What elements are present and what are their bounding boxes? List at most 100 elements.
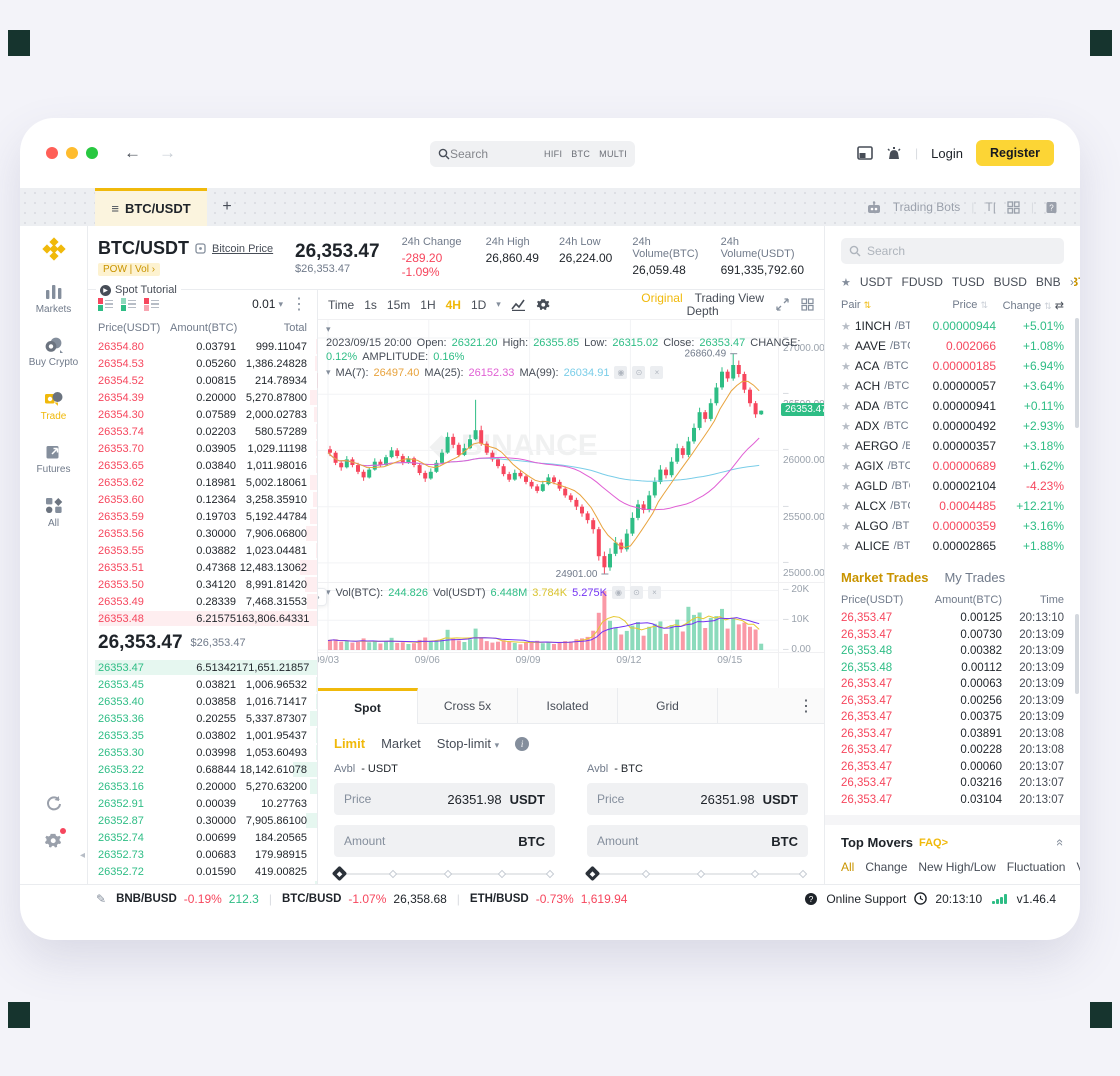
pair-row-aca[interactable]: ★ ACA/BTC 0.00000185 +6.94% bbox=[841, 359, 1064, 373]
info-icon[interactable]: i bbox=[515, 736, 530, 751]
chevron-down-icon[interactable]: ▾ bbox=[326, 367, 331, 377]
interval-4h[interactable]: 4H bbox=[445, 297, 461, 312]
orderbook-row[interactable]: 26353.30 0.03998 1,053.60493 bbox=[88, 744, 317, 761]
pair-row-agld[interactable]: ★AGLD/BTC3x0.00002104-4.23% bbox=[841, 479, 1064, 493]
precision-select[interactable]: 0.01 ▾ bbox=[252, 297, 283, 311]
ma-settings-icon[interactable]: ⊙ bbox=[632, 366, 646, 379]
orderbook-row[interactable]: 26352.570.060001,581.15620 bbox=[88, 880, 317, 884]
quote-tab-busd[interactable]: BUSD bbox=[993, 275, 1027, 289]
sidebar-item-all[interactable]: All bbox=[29, 497, 78, 529]
sell-price-field[interactable]: Price 26351.98 USDT bbox=[587, 783, 808, 815]
sort-pair[interactable]: Pair ⇅ bbox=[841, 299, 872, 311]
scrollbar-thumb[interactable] bbox=[1075, 614, 1079, 694]
orderbook-row[interactable]: 26354.52 0.00815 214.78934 bbox=[98, 373, 317, 388]
orderbook-row[interactable]: 26353.50 0.34120 8,991.81420 bbox=[88, 576, 317, 593]
orderbook-row[interactable]: 26353.59 0.19703 5,192.44784 bbox=[88, 508, 317, 525]
spot-tutorial-link[interactable]: ▶ Spot Tutorial bbox=[96, 284, 181, 296]
interval-15m[interactable]: 15m bbox=[386, 297, 411, 312]
mid-price-row[interactable]: 26,353.47 $26,353.47 bbox=[88, 627, 317, 659]
tab-depth[interactable]: Depth bbox=[686, 303, 719, 318]
tab-trading-view[interactable]: Trading View bbox=[694, 290, 764, 305]
pair-search[interactable] bbox=[841, 238, 1064, 264]
collapse-icon[interactable]: « bbox=[1052, 838, 1068, 847]
orderbook-row[interactable]: 26353.70 0.03905 1,029.11198 bbox=[88, 440, 317, 457]
alarm-icon[interactable] bbox=[886, 146, 902, 161]
interval-time[interactable]: Time bbox=[328, 297, 355, 312]
orderbook-expander-handle[interactable]: › bbox=[318, 588, 327, 606]
orderbook-row[interactable]: 26354.39 0.20000 5,270.87800 bbox=[88, 389, 317, 406]
order-type-market[interactable]: Market bbox=[381, 736, 421, 751]
price-axis[interactable]: 27000.0026500.0026000.0025500.0025000.00… bbox=[778, 320, 824, 688]
pair-row-ada[interactable]: ★ADA/BTC10x0.00000941+0.11% bbox=[841, 399, 1064, 413]
quote-tab-usdt[interactable]: USDT bbox=[859, 275, 893, 289]
panel-grid-icon[interactable] bbox=[801, 298, 814, 311]
pair-row-aave[interactable]: ★AAVE/BTC5x0.002066+1.08% bbox=[841, 339, 1064, 353]
buy-price-field[interactable]: Price 26351.98 USDT bbox=[334, 783, 555, 815]
pair-row-aergo[interactable]: ★AERGO/BTC3x0.00000357+3.18% bbox=[841, 439, 1064, 453]
orderbook-row[interactable]: 26353.36 0.20255 5,337.87307 bbox=[88, 710, 317, 727]
pair-row-adx[interactable]: ★ ADX/BTC 0.00000492 +2.93% bbox=[841, 419, 1064, 433]
top-movers-tab-new-high-low[interactable]: New High/Low bbox=[918, 860, 996, 874]
quick-link[interactable]: BTC bbox=[571, 149, 591, 159]
interval-1h[interactable]: 1H bbox=[420, 297, 436, 312]
orderbook-row[interactable]: 26353.65 0.03840 1,011.98016 bbox=[88, 457, 317, 474]
time-axis[interactable]: 09/03 09/06 09/09 09/12 09/15 bbox=[318, 652, 778, 670]
pair-search-input[interactable] bbox=[867, 244, 1007, 258]
statusbar-ticker-bnb-busd[interactable]: BNB/BUSD -0.19% 212.3 bbox=[116, 891, 259, 906]
tab-cross-5x[interactable]: Cross 5x bbox=[418, 688, 518, 724]
orderbook-row[interactable]: 26354.30 0.07589 2,000.02783 bbox=[88, 406, 317, 423]
interval-dropdown-icon[interactable]: ▾ bbox=[496, 299, 501, 309]
top-movers-tab-fluctuation[interactable]: Fluctuation bbox=[1006, 860, 1066, 874]
tab-original[interactable]: Original bbox=[641, 290, 683, 305]
sell-amount-field[interactable]: Amount BTC bbox=[587, 825, 808, 857]
tab-grid[interactable]: Grid bbox=[618, 688, 718, 724]
orderbook-row[interactable]: 26353.74 0.02203 580.57289 bbox=[98, 424, 317, 439]
text-tool-icon[interactable]: T| bbox=[985, 200, 996, 214]
sidebar-item-buy-crypto[interactable]: Buy Crypto bbox=[29, 337, 78, 368]
refresh-icon[interactable] bbox=[45, 795, 63, 813]
panel-layout-icon[interactable] bbox=[857, 146, 873, 160]
pair-row-algo[interactable]: ★ALGO/BTC5x0.00000359+3.16% bbox=[841, 519, 1064, 533]
quote-tab-tusd[interactable]: TUSD bbox=[951, 275, 985, 289]
orderbook-more-icon[interactable]: ⋮ bbox=[291, 296, 307, 313]
search-input[interactable] bbox=[450, 147, 520, 161]
quote-tab-fdusd[interactable]: FDUSD bbox=[901, 275, 943, 289]
slider-thumb[interactable] bbox=[331, 865, 348, 882]
pair-row-ach[interactable]: ★ ACH/BTC 0.00000057 +3.64% bbox=[841, 379, 1064, 393]
orderbook-row[interactable]: 26352.72 0.01590 419.00825 bbox=[98, 864, 317, 879]
orderbook-row[interactable]: 26353.51 0.47368 12,483.13062 bbox=[88, 559, 317, 576]
orderbook-row[interactable]: 26353.47 6.51342 171,651.21857 bbox=[88, 659, 317, 676]
depth-view-asks-icon[interactable] bbox=[144, 297, 159, 311]
sell-amount-slider[interactable] bbox=[584, 865, 808, 882]
orderbook-row[interactable]: 26352.91 0.00039 10.27763 bbox=[98, 797, 307, 810]
orderbook-row[interactable]: 26353.22 0.68844 18,142.61078 bbox=[88, 761, 317, 778]
orderbook-row[interactable]: 26353.55 0.03882 1,023.04481 bbox=[88, 542, 317, 559]
pair-row-1inch[interactable]: ★1INCH/BTC5x0.00000944+5.01% bbox=[841, 319, 1064, 333]
orderbook-row[interactable]: 26352.87 0.30000 7,905.86100 bbox=[88, 812, 317, 829]
slider-thumb[interactable] bbox=[584, 865, 601, 882]
pair-row-agix[interactable]: ★AGIX/BTC5x0.00000689+1.62% bbox=[841, 459, 1064, 473]
depth-view-bids-icon[interactable] bbox=[121, 297, 136, 311]
bitcoin-price-link[interactable]: Bitcoin Price bbox=[212, 242, 274, 255]
pow-vol-badge[interactable]: POW | Vol › bbox=[98, 263, 161, 276]
orderbook-row[interactable]: 26353.45 0.03821 1,006.96532 bbox=[88, 676, 317, 693]
login-button[interactable]: Login bbox=[931, 145, 963, 161]
binance-logo[interactable] bbox=[41, 236, 67, 262]
form-tabs-more-icon[interactable]: ⋮ bbox=[788, 688, 824, 724]
quote-tab-btc[interactable]: BTC bbox=[1070, 275, 1080, 289]
sidebar-item-futures[interactable]: Futures bbox=[29, 444, 78, 475]
tab-my-trades[interactable]: My Trades bbox=[944, 569, 1006, 585]
pane-collapse-icon[interactable]: ▾ bbox=[326, 324, 331, 334]
orderbook-row[interactable]: 26352.74 0.00699 184.20565 bbox=[98, 830, 317, 845]
maximize-window-button[interactable] bbox=[86, 147, 98, 159]
back-icon[interactable]: ← bbox=[124, 143, 141, 162]
depth-view-both-icon[interactable] bbox=[98, 297, 113, 311]
interval-1s[interactable]: 1s bbox=[364, 297, 377, 312]
order-type-stop-limit[interactable]: Stop-limit ▾ bbox=[436, 736, 500, 751]
order-type-limit[interactable]: Limit bbox=[334, 736, 366, 751]
sort-change[interactable]: Change ⇅ ⇄ bbox=[1002, 299, 1064, 312]
fullscreen-icon[interactable] bbox=[776, 298, 789, 311]
chevron-down-icon[interactable]: ▾ bbox=[326, 587, 331, 597]
